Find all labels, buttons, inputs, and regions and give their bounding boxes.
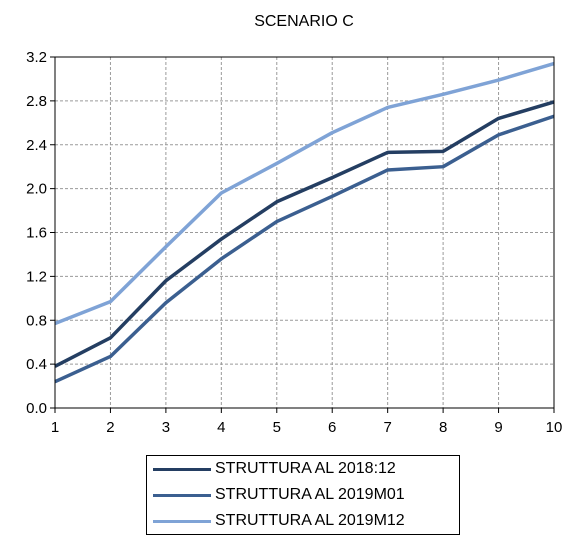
legend-swatch (153, 519, 211, 523)
legend: STRUTTURA AL 2018:12 STRUTTURA AL 2019M0… (146, 455, 460, 535)
legend-label: STRUTTURA AL 2019M12 (215, 512, 405, 529)
y-tick-label: 0.0 (26, 400, 47, 417)
y-tick-label: 0.8 (26, 312, 47, 329)
x-tick-label: 6 (328, 419, 336, 436)
line-chart: SCENARIO C 0.0 0.4 0.8 1.2 1.6 2.0 2.4 2.8 3.2 1… (26, 13, 563, 436)
x-tick-label: 5 (273, 419, 281, 436)
series-line-1 (54, 100, 555, 368)
y-tick-label: 0.4 (26, 356, 47, 373)
plot-frame (54, 56, 555, 409)
legend-swatch (153, 493, 211, 497)
y-tick-label: 1.6 (26, 225, 47, 242)
x-tick-label: 8 (439, 419, 447, 436)
x-axis-ticks: 1 2 3 4 5 6 7 8 9 10 (51, 408, 563, 436)
series-lines (54, 61, 555, 384)
y-tick-label: 3.2 (26, 49, 47, 66)
legend-swatch (153, 467, 211, 471)
x-tick-label: 10 (546, 419, 563, 436)
x-tick-label: 3 (162, 419, 170, 436)
chart-title: SCENARIO C (254, 13, 354, 30)
legend-item-2018-12: STRUTTURA AL 2018:12 (153, 458, 396, 480)
x-tick-label: 9 (494, 419, 502, 436)
y-tick-label: 1.2 (26, 268, 47, 285)
y-tick-label: 2.8 (26, 93, 47, 110)
y-tick-label: 2.0 (26, 181, 47, 198)
x-tick-label: 7 (383, 419, 391, 436)
x-tick-label: 1 (51, 419, 59, 436)
legend-label: STRUTTURA AL 2019M01 (215, 486, 405, 503)
legend-item-2019m12: STRUTTURA AL 2019M12 (153, 510, 405, 532)
y-tick-label: 2.4 (26, 137, 47, 154)
y-axis-ticks: 0.0 0.4 0.8 1.2 1.6 2.0 2.4 2.8 3.2 (26, 49, 55, 417)
series-line-3 (54, 61, 555, 326)
x-tick-label: 2 (106, 419, 114, 436)
grid (54, 56, 555, 409)
x-tick-label: 4 (217, 419, 225, 436)
legend-label: STRUTTURA AL 2018:12 (215, 460, 396, 477)
legend-item-2019m01: STRUTTURA AL 2019M01 (153, 484, 405, 506)
series-line-2 (54, 114, 555, 384)
